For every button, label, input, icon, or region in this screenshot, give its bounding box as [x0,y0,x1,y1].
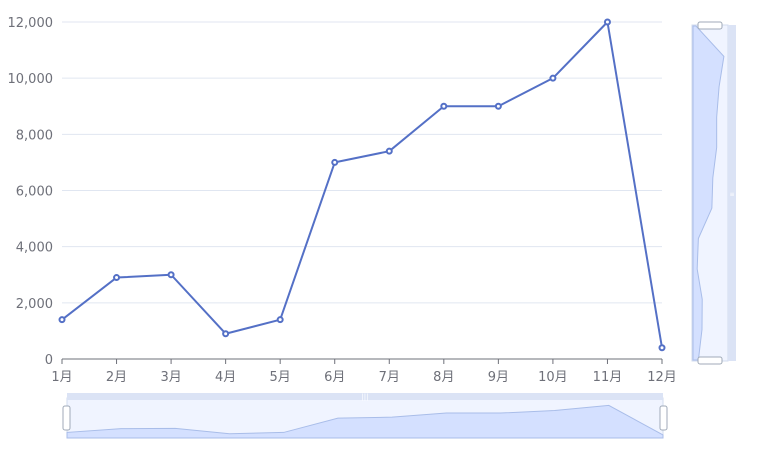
y-axis: 0 2,000 4,000 6,000 8,000 10,000 12,000 [8,16,54,368]
vzoom-preview-area [692,25,725,361]
series-layer [58,18,666,352]
vzoom-grip-icon[interactable]: ≡ [729,191,734,198]
y-tick-label: 8,000 [16,128,53,143]
hzoom-handle-left[interactable] [62,405,71,431]
hzoom-top-bar[interactable] [67,393,663,400]
x-tick-label: 12月 [647,370,677,385]
vertical-zoom-slider[interactable]: ≡ [691,21,736,365]
x-tick-label: 8月 [433,370,454,385]
data-point[interactable] [58,316,66,324]
grid-lines [62,21,662,304]
data-point[interactable] [603,18,611,26]
y-tick-label: 4,000 [16,241,53,256]
x-tick-label: 5月 [270,370,291,385]
data-point[interactable] [222,330,230,338]
vzoom-handle-top[interactable] [697,21,723,30]
x-tick-label: 11月 [593,370,623,385]
x-tick-label: 6月 [324,370,345,385]
data-point[interactable] [440,102,448,110]
x-tick-label: 1月 [51,370,72,385]
hzoom-preview-area [66,404,664,439]
y-tick-label: 12,000 [8,16,54,31]
y-tick-label: 2,000 [16,297,53,312]
data-point[interactable] [276,316,284,324]
data-point[interactable] [167,271,175,279]
x-tick-label: 2月 [106,370,127,385]
data-point[interactable] [494,102,502,110]
data-point[interactable] [549,74,557,82]
vzoom-handle-bottom[interactable] [697,356,723,365]
x-tick-label: 3月 [160,370,181,385]
data-point[interactable] [658,344,666,352]
hzoom-grip-icon[interactable]: ||| [361,393,368,401]
data-point[interactable] [113,274,121,282]
x-axis: 1月 2月 3月 4月 5月 6月 7月 8月 9月 10月 11月 12月 [51,358,677,385]
x-tick-label: 4月 [215,370,236,385]
y-tick-label: 0 [45,353,53,368]
y-tick-label: 6,000 [16,185,53,200]
x-tick-label: 7月 [379,370,400,385]
hzoom-handle-right[interactable] [659,405,668,431]
data-point[interactable] [331,158,339,166]
data-point[interactable] [385,147,393,155]
y-tick-label: 10,000 [8,72,54,87]
vzoom-side-bar[interactable] [728,25,736,361]
x-tick-label: 9月 [488,370,509,385]
horizontal-zoom-slider[interactable]: ||| [62,393,668,439]
series-line [61,21,663,348]
x-tick-label: 10月 [538,370,568,385]
